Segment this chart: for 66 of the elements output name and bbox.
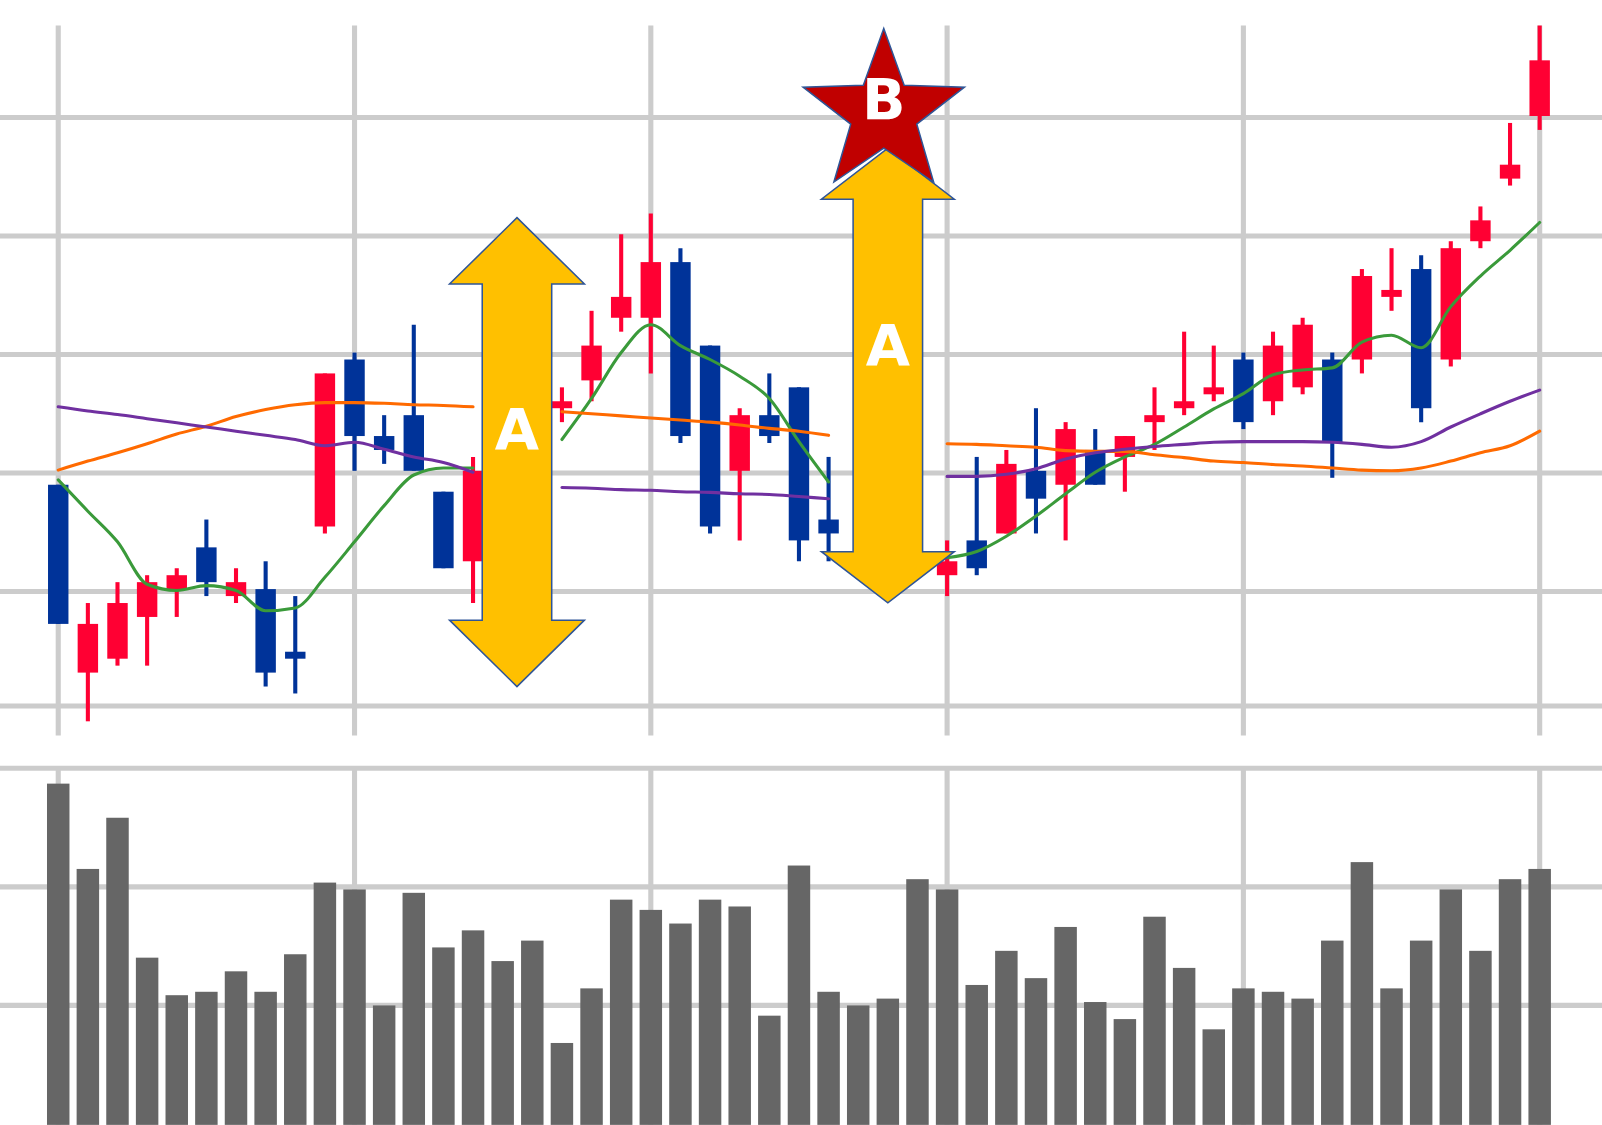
- bar: [1202, 1029, 1225, 1125]
- bar: [402, 892, 426, 1125]
- bar: [1350, 862, 1374, 1125]
- bar: [195, 991, 218, 1125]
- bar: [47, 783, 70, 1125]
- candlestick: [1470, 206, 1491, 249]
- bar: [1291, 998, 1314, 1125]
- bar: [876, 998, 900, 1125]
- bar: [106, 817, 129, 1125]
- bar: [787, 865, 811, 1125]
- bar: [165, 995, 188, 1125]
- candlestick: [936, 540, 958, 597]
- bar: [1409, 940, 1433, 1125]
- bar: [935, 889, 959, 1125]
- bar: [521, 940, 544, 1125]
- bar: [313, 882, 337, 1125]
- bar: [1380, 988, 1403, 1125]
- bar: [728, 906, 751, 1125]
- bar: [1528, 868, 1551, 1125]
- bar: [1439, 889, 1463, 1125]
- bar: [609, 899, 633, 1125]
- bar: [1084, 1002, 1107, 1125]
- candlestick: [818, 456, 839, 562]
- bar: [906, 879, 929, 1125]
- bar: [550, 1042, 574, 1125]
- candlestick: [285, 596, 306, 694]
- bar: [995, 950, 1018, 1125]
- bar: [76, 868, 100, 1125]
- bar: [1498, 879, 1522, 1125]
- bar: [284, 954, 307, 1125]
- bar: [135, 957, 159, 1125]
- candlestick: [166, 568, 187, 617]
- candlestick: [1381, 248, 1402, 311]
- bar: [1054, 926, 1077, 1125]
- bar: [343, 889, 366, 1125]
- bar: [1024, 978, 1048, 1125]
- bar: [965, 984, 988, 1125]
- bar: [817, 991, 840, 1125]
- bar: [491, 961, 514, 1125]
- annotation: A: [865, 312, 910, 379]
- candlestick: [1173, 331, 1195, 416]
- bar: [254, 991, 277, 1125]
- bar: [1143, 916, 1166, 1125]
- bar: [846, 1005, 870, 1125]
- candlestick: [1203, 345, 1224, 402]
- candlestick: [1499, 122, 1521, 186]
- bar: [461, 930, 485, 1125]
- bar: [1232, 988, 1255, 1125]
- bar: [580, 988, 603, 1125]
- candlestick: [610, 234, 632, 332]
- bar: [669, 923, 692, 1125]
- bar: [1113, 1019, 1137, 1125]
- annotation: B: [861, 66, 906, 133]
- bar: [1321, 940, 1344, 1125]
- bar: [1172, 967, 1196, 1125]
- candlestick: [1144, 387, 1165, 450]
- bar: [639, 909, 663, 1125]
- annotation: A: [494, 396, 540, 463]
- bar: [432, 947, 455, 1125]
- bar: [1469, 950, 1492, 1125]
- bar: [1261, 991, 1285, 1125]
- bar: [698, 899, 722, 1125]
- candlestick: [551, 387, 573, 423]
- bar: [758, 1015, 781, 1125]
- bar: [224, 971, 248, 1125]
- bar: [372, 1005, 396, 1125]
